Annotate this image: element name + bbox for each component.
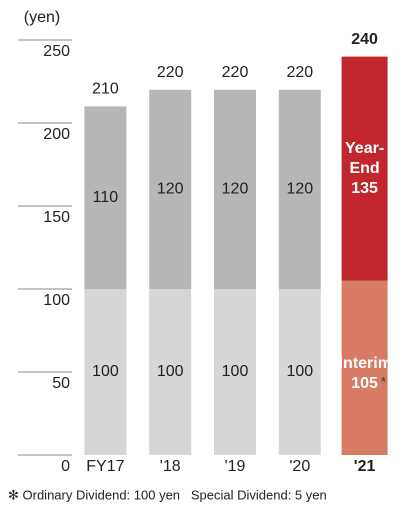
bar-segment	[149, 289, 192, 455]
x-tick-label: '19	[225, 458, 246, 475]
segment-label: Year-End 135	[335, 139, 395, 199]
value-label: 120	[286, 181, 313, 198]
x-tick-label: FY17	[86, 458, 124, 475]
value-label: 100	[222, 363, 249, 380]
y-axis-label: (yen)	[24, 9, 60, 26]
total-label: 220	[157, 64, 184, 81]
y-tick-label: 50	[52, 375, 70, 392]
total-label: 210	[92, 81, 119, 98]
x-tick-label: '21	[354, 458, 376, 475]
x-tick-label: '18	[160, 458, 181, 475]
total-label: 220	[222, 64, 249, 81]
bar-segment	[341, 56, 388, 281]
bar-segment	[341, 280, 388, 455]
bar-segment	[84, 106, 127, 290]
total-label: 240	[351, 31, 378, 48]
bar-segment	[214, 289, 256, 455]
value-label: 105	[351, 374, 378, 392]
series-name: Year-End	[345, 139, 385, 177]
value-label: 100	[92, 363, 119, 380]
segment-label: Interim 105 *	[335, 354, 395, 394]
bar-segment	[214, 89, 256, 289]
series-name: Interim	[338, 354, 392, 372]
y-tick-label: 100	[43, 292, 70, 309]
total-label: 220	[286, 64, 313, 81]
y-tick-label: 200	[43, 126, 70, 143]
value-label: 110	[93, 189, 119, 206]
footnote: ✻ Ordinary Dividend: 100 yen Special Div…	[8, 487, 327, 502]
y-tick-label: 150	[43, 209, 70, 226]
y-tick-label: 0	[61, 458, 70, 475]
x-tick-label: '20	[289, 458, 310, 475]
bar-segment	[278, 289, 321, 455]
bar-segment	[84, 289, 127, 455]
value-label: 120	[157, 181, 184, 198]
bar-segment	[149, 89, 192, 289]
value-label: 120	[222, 181, 249, 198]
value-label: 100	[286, 363, 313, 380]
y-tick-label: 250	[43, 43, 70, 60]
bar-segment	[278, 89, 321, 289]
note-marker: *	[380, 373, 386, 389]
value-label: 135	[351, 179, 378, 197]
value-label: 100	[157, 363, 184, 380]
